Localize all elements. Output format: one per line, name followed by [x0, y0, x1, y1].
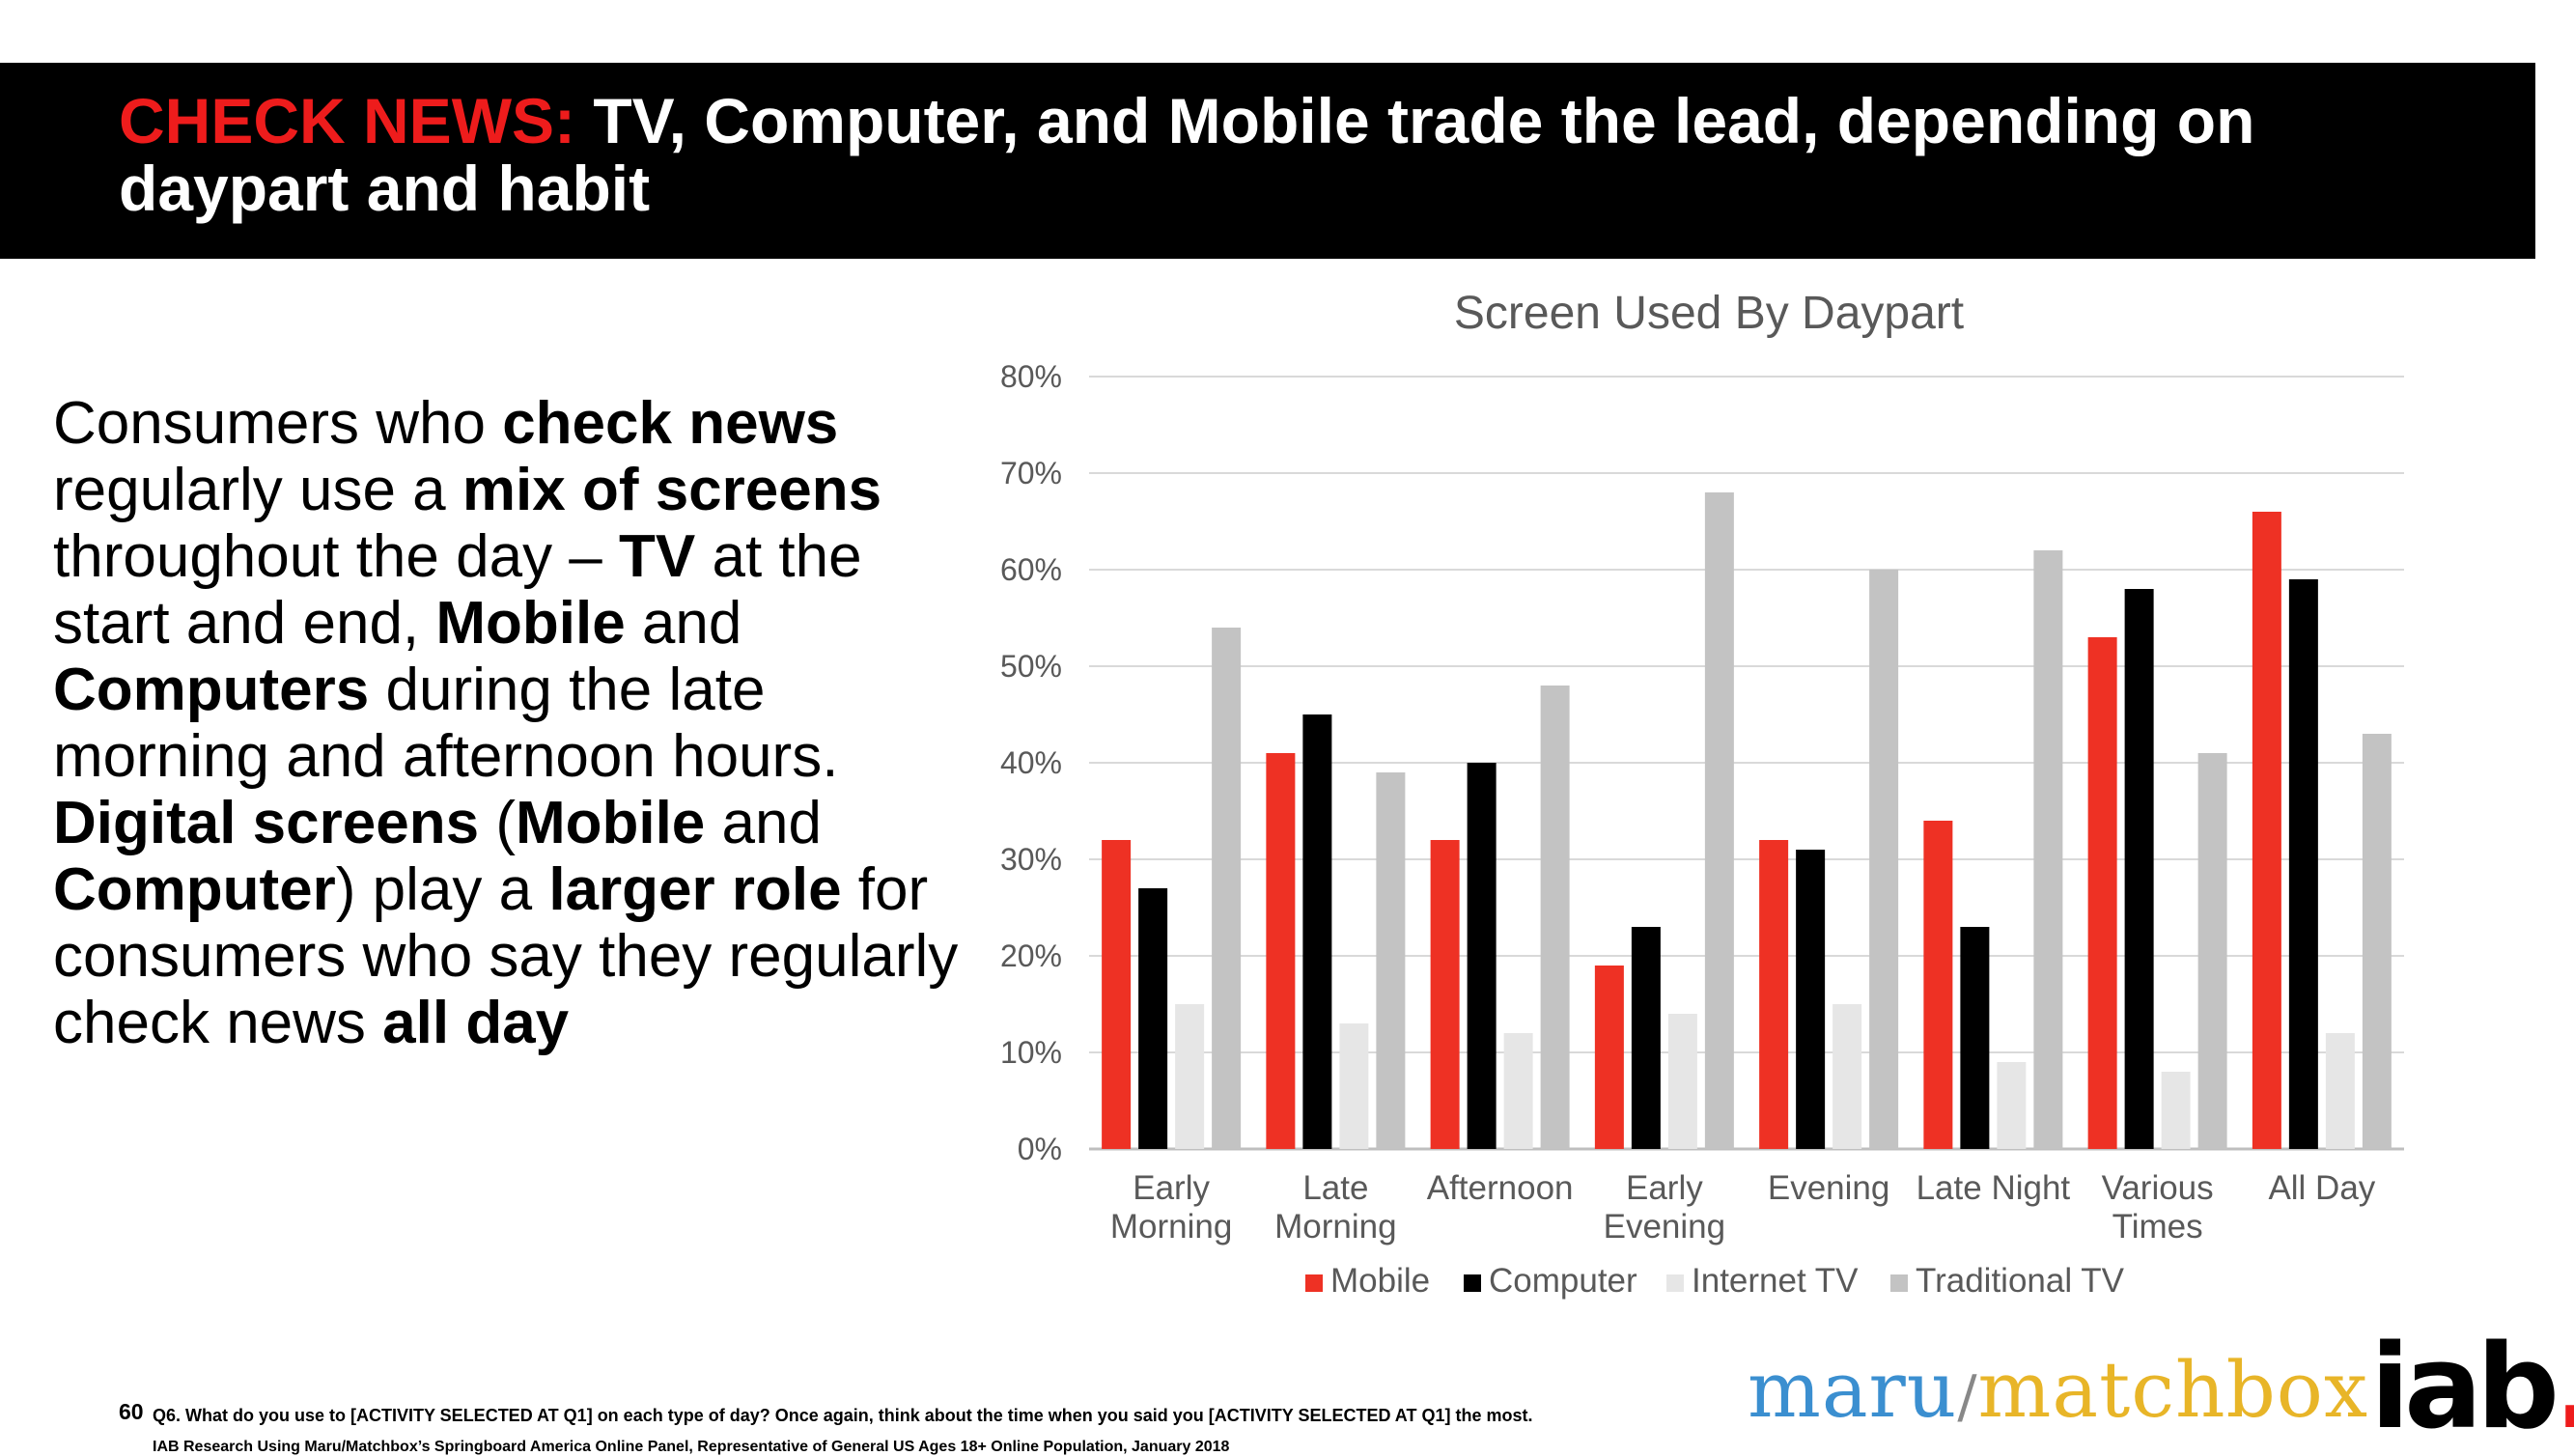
- body-segment: during the late morning and afternoon ho…: [53, 657, 839, 790]
- bar-computer: [2124, 589, 2154, 1149]
- legend-label: Computer: [1489, 1262, 1637, 1300]
- y-tick-label: 0%: [1018, 1132, 1062, 1166]
- bar-computer: [1960, 927, 1990, 1149]
- legend-swatch: [1890, 1274, 1908, 1292]
- legend-swatch: [1305, 1274, 1323, 1292]
- title-highlight: CHECK NEWS:: [119, 85, 575, 156]
- bar-computer: [1796, 850, 1826, 1149]
- body-segment: mix of screens: [462, 457, 882, 523]
- x-category-label: Evening: [1604, 1208, 1725, 1246]
- x-category-label: Late Night: [1917, 1169, 2071, 1207]
- body-segment: Digital screens: [53, 790, 480, 856]
- bar-traditional-tv: [2197, 753, 2227, 1149]
- y-tick-label: 20%: [1000, 938, 1062, 973]
- bar-traditional-tv: [1869, 570, 1899, 1149]
- x-category-label: Afternoon: [1427, 1169, 1574, 1207]
- body-segment: check news: [502, 390, 839, 457]
- x-category-label: Early: [1626, 1169, 1703, 1207]
- x-category-label: Late: [1302, 1169, 1368, 1207]
- x-category-label: All Day: [2268, 1169, 2375, 1207]
- bar-internet-tv: [1997, 1062, 2027, 1149]
- body-segment: larger role: [548, 856, 842, 923]
- y-axis-ticks: 0% 10% 20% 30% 40% 50% 60% 70% 80%: [1000, 359, 1062, 1166]
- bar-mobile: [1266, 753, 1296, 1149]
- y-tick-label: 40%: [1000, 745, 1062, 780]
- x-category-label: Early: [1133, 1169, 1210, 1207]
- body-segment: Consumers who: [53, 390, 503, 457]
- bar-computer: [2288, 579, 2318, 1149]
- footnote-source: IAB Research Using Maru/Matchbox’s Sprin…: [153, 1439, 1230, 1455]
- body-segment: Computer: [53, 856, 336, 923]
- bar-mobile: [1102, 840, 1132, 1149]
- bar-mobile: [1759, 840, 1789, 1149]
- bar-internet-tv: [1833, 1004, 1862, 1149]
- body-segment: and: [625, 590, 742, 657]
- bar-traditional-tv: [1376, 772, 1406, 1149]
- title-bar: [0, 63, 2535, 259]
- y-tick-label: 60%: [1000, 552, 1062, 587]
- body-segment: regularly use a: [53, 457, 462, 523]
- legend-label: Internet TV: [1692, 1262, 1859, 1300]
- bar-mobile: [1594, 966, 1624, 1149]
- bar-mobile: [2087, 637, 2117, 1149]
- y-tick-label: 50%: [1000, 649, 1062, 684]
- title-rest: TV, Computer, and Mobile trade the lead,…: [119, 85, 2255, 224]
- bar-mobile: [1430, 840, 1460, 1149]
- bar-internet-tv: [1339, 1023, 1369, 1149]
- bar-traditional-tv: [2033, 550, 2063, 1149]
- bar-computer: [1138, 888, 1168, 1149]
- chart-legend: Mobile Computer Internet TV Traditional TV: [1305, 1262, 2125, 1300]
- bar-internet-tv: [1175, 1004, 1205, 1149]
- chart-bars: [1102, 492, 2392, 1149]
- legend-label: Mobile: [1330, 1262, 1430, 1300]
- x-category-label: Morning: [1274, 1208, 1396, 1246]
- bar-computer: [1467, 763, 1497, 1149]
- body-segment: ) play a: [335, 856, 549, 923]
- body-segment: for consumers who say they regularly che…: [53, 856, 959, 1056]
- body-segment: Mobile: [435, 590, 626, 657]
- body-segment: at the start and end,: [53, 523, 862, 657]
- chart-title: Screen Used By Daypart: [1454, 288, 1964, 339]
- x-category-label: Evening: [1768, 1169, 1889, 1207]
- bar-computer: [1302, 714, 1332, 1149]
- iab-logo: iab.: [2370, 1321, 2574, 1455]
- y-tick-label: 10%: [1000, 1035, 1062, 1070]
- bar-internet-tv: [2161, 1072, 2191, 1149]
- legend-swatch: [1464, 1274, 1481, 1292]
- body-segment: (: [479, 790, 516, 856]
- page-number: 60: [119, 1399, 144, 1424]
- maru-matchbox-logo: maru/matchbox: [1748, 1345, 2369, 1435]
- y-tick-label: 30%: [1000, 842, 1062, 877]
- footnote-question: Q6. What do you use to [ACTIVITY SELECTE…: [153, 1406, 1533, 1425]
- body-segment: Computers: [53, 657, 370, 723]
- bar-mobile: [1923, 821, 1953, 1149]
- bar-traditional-tv: [1540, 686, 1570, 1149]
- x-category-label: Morning: [1110, 1208, 1232, 1246]
- x-category-label: Various: [2102, 1169, 2214, 1207]
- bar-chart: Screen Used By Daypart 0% 10% 20% 30% 40% 50%…: [1000, 288, 2404, 1300]
- bar-traditional-tv: [1212, 628, 1242, 1149]
- bar-traditional-tv: [1704, 492, 1734, 1149]
- body-segment: all day: [382, 990, 570, 1056]
- body-segment: and: [705, 790, 822, 856]
- bar-computer: [1631, 927, 1661, 1149]
- body-segment: TV: [619, 523, 696, 590]
- slide-title: CHECK NEWS: TV, Computer, and Mobile tra…: [119, 87, 2475, 222]
- bar-mobile: [2252, 512, 2281, 1149]
- bar-internet-tv: [1667, 1014, 1697, 1149]
- body-segment: Mobile: [515, 790, 706, 856]
- body-segment: throughout the day –: [53, 523, 620, 590]
- legend-swatch: [1666, 1274, 1684, 1292]
- y-tick-label: 70%: [1000, 456, 1062, 490]
- legend-label: Traditional TV: [1916, 1262, 2125, 1300]
- x-category-label: Times: [2112, 1208, 2203, 1246]
- bar-traditional-tv: [2362, 734, 2392, 1149]
- bar-internet-tv: [2325, 1033, 2355, 1149]
- y-tick-label: 80%: [1000, 359, 1062, 394]
- body-paragraph: Consumers who check news regularly use a…: [53, 390, 980, 1056]
- bar-internet-tv: [1503, 1033, 1533, 1149]
